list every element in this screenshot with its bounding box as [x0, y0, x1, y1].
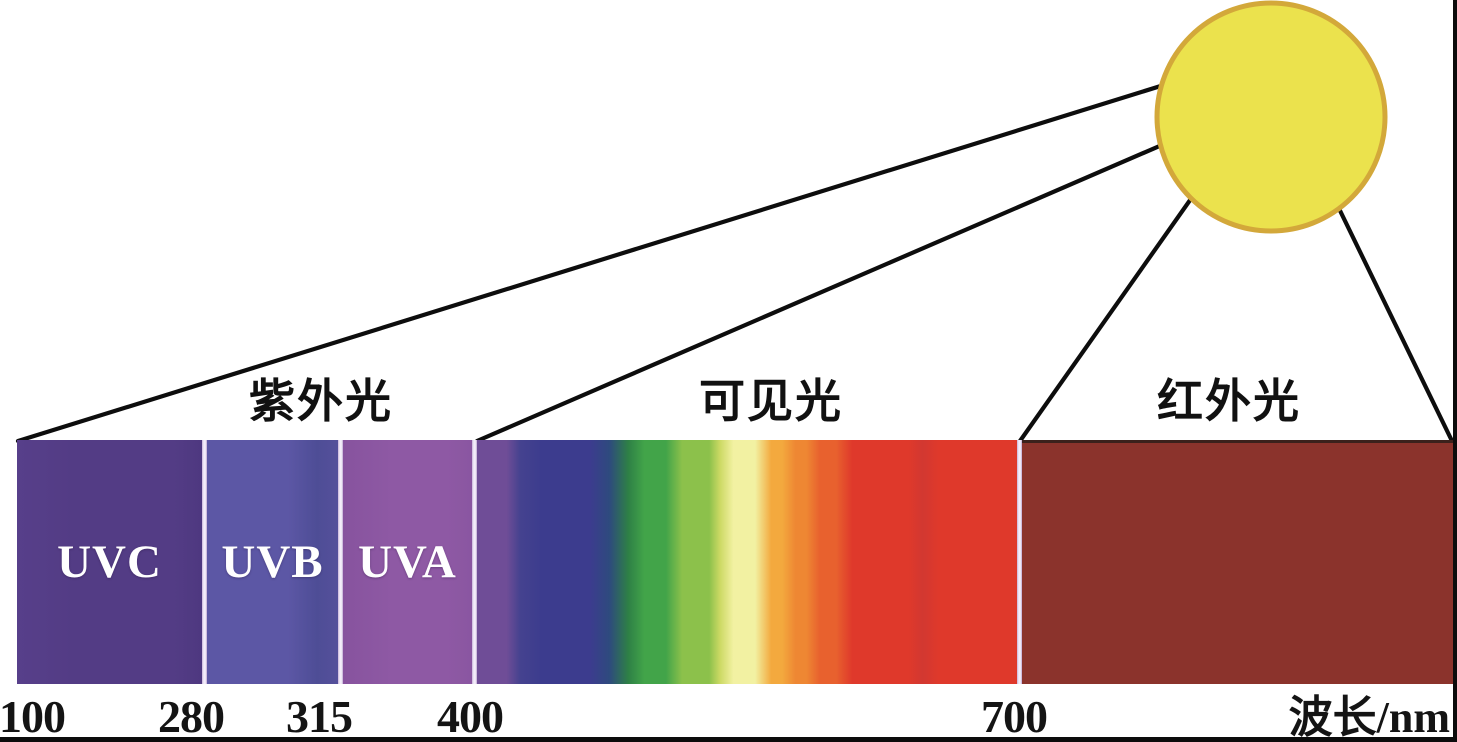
wavelength-axis-unit-label: 波长/nm	[1288, 693, 1450, 742]
wavelength-tick-315: 315	[286, 691, 353, 742]
band-divider-700nm	[1017, 440, 1022, 684]
wavelength-tick-700: 700	[981, 691, 1048, 742]
sun-icon	[1154, 0, 1388, 234]
ray-uv-right-line	[474, 132, 1188, 444]
uvb-band-label: UVB	[221, 536, 324, 588]
wavelength-tick-280: 280	[158, 691, 225, 742]
uvc-band-label: UVC	[57, 536, 162, 588]
band-divider-315nm	[338, 440, 343, 684]
region-label-infrared: 红外光	[1157, 376, 1301, 427]
image-right-border	[1453, 0, 1457, 742]
band-divider-280nm	[202, 440, 207, 684]
ray-ir-left-line	[1017, 183, 1203, 444]
image-bottom-border	[0, 737, 1457, 742]
infrared-band	[1022, 440, 1453, 684]
ray-uv-left-line	[15, 77, 1183, 444]
uvb-band: UVB	[207, 440, 338, 684]
spectrum-bar: UVC UVB UVA	[17, 440, 1453, 684]
uvc-band: UVC	[17, 440, 202, 684]
region-label-visible: 可见光	[699, 376, 843, 427]
uva-band-label: UVA	[358, 536, 457, 588]
region-label-ultraviolet: 紫外光	[249, 376, 393, 427]
visible-light-band	[477, 440, 1017, 684]
uva-band: UVA	[343, 440, 472, 684]
wavelength-tick-100: 100	[0, 691, 66, 742]
wavelength-tick-400: 400	[437, 691, 504, 742]
band-divider-400nm	[472, 440, 477, 684]
ray-ir-right-line	[1327, 187, 1455, 444]
